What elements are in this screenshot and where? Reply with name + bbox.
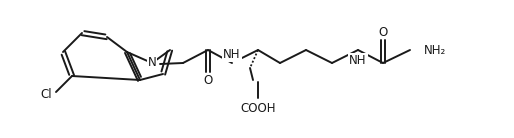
Text: NH: NH xyxy=(223,48,241,62)
Text: COOH: COOH xyxy=(240,102,276,115)
Text: Cl: Cl xyxy=(40,88,52,102)
Text: NH: NH xyxy=(349,54,367,67)
Text: N: N xyxy=(148,56,156,70)
Text: NH₂: NH₂ xyxy=(424,43,446,56)
Text: O: O xyxy=(204,74,213,87)
Text: O: O xyxy=(378,26,388,39)
